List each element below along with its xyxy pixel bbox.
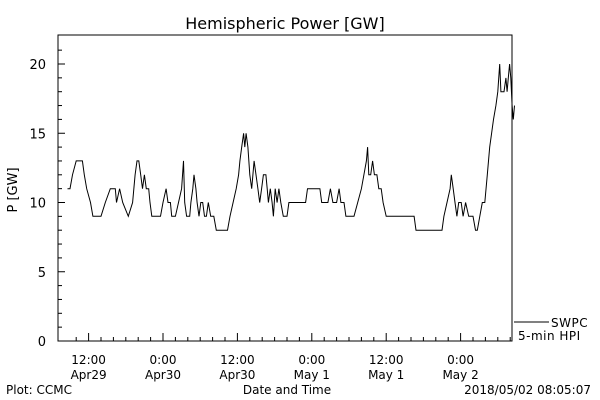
y-axis-label: P [GW] (6, 167, 21, 212)
y-tick-label: 0 (38, 335, 46, 350)
series-layer (67, 63, 515, 231)
x-tick-label-time: 12:00 (369, 353, 404, 367)
x-tick-label-time: 0:00 (150, 353, 177, 367)
y-tick-label: 10 (29, 197, 46, 212)
x-tick-label-time: 0:00 (298, 353, 325, 367)
y-tick-label: 15 (29, 127, 46, 142)
footer-timestamp: 2018/05/02 08:05:07 (464, 383, 591, 397)
x-tick-label-date: Apr30 (219, 368, 255, 382)
plot-area-frame (57, 34, 513, 342)
legend-hpi-label: 5-min HPI (518, 329, 581, 343)
y-tick-label: 5 (38, 266, 46, 281)
x-tick-label-time: 0:00 (447, 353, 474, 367)
x-tick-label-time: 12:00 (220, 353, 255, 367)
legend-swpc-label: SWPC (551, 316, 588, 330)
series-line-swpc (67, 63, 515, 231)
x-tick-label-date: May 1 (368, 368, 404, 382)
legend: SWPC 5-min HPI (514, 316, 588, 343)
x-tick-label-date: May 2 (442, 368, 478, 382)
x-tick-label-date: May 1 (294, 368, 330, 382)
footer-plot-credit: Plot: CCMC (6, 383, 72, 397)
x-tick-label-date: Apr29 (71, 368, 107, 382)
x-tick-label-date: Apr30 (145, 368, 181, 382)
x-axis-label: Date and Time (243, 383, 331, 397)
y-axis-ticks: 0 5 10 15 20 (29, 49, 65, 350)
chart-title: Hemispheric Power [GW] (185, 14, 384, 33)
x-tick-label-time: 12:00 (71, 353, 106, 367)
y-tick-label: 20 (29, 58, 46, 73)
